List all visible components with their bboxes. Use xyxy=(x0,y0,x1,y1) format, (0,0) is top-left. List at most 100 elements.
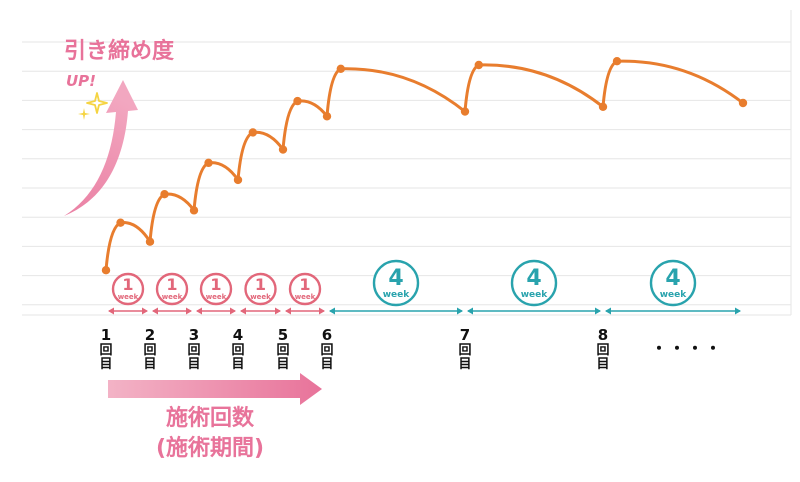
session-label-7: 7回目 xyxy=(458,326,471,372)
up-label: UP! xyxy=(66,72,96,90)
session-number: 2 xyxy=(145,326,155,344)
interval-number: 4 xyxy=(526,266,541,291)
interval-badge xyxy=(288,272,322,306)
session-suffix-char: 回 xyxy=(320,343,333,358)
session-label-1: 1回目 xyxy=(99,326,112,372)
session-label-8: 8回目 xyxy=(596,326,609,372)
session-suffix-char: 回 xyxy=(231,343,244,358)
interval-unit: week xyxy=(521,290,549,300)
data-point xyxy=(336,64,345,74)
data-point xyxy=(116,218,125,227)
interval-unit: week xyxy=(162,293,183,301)
data-point xyxy=(738,98,748,108)
tightness-label: 引き締め度 xyxy=(64,38,175,64)
interval-number: 1 xyxy=(166,275,177,294)
interval-number: 1 xyxy=(210,275,221,294)
session-number: 3 xyxy=(189,326,199,344)
session-suffix-char: 目 xyxy=(231,357,244,372)
session-number: 4 xyxy=(233,326,243,344)
data-point xyxy=(612,57,622,66)
interval-arrow-right xyxy=(186,307,192,315)
data-point xyxy=(101,266,111,275)
interval-badge xyxy=(649,259,697,307)
session-number: 7 xyxy=(460,326,470,344)
session-suffix-char: 目 xyxy=(187,357,200,372)
ellipsis-label: ・・・・ xyxy=(651,339,723,358)
session-label-4: 4回目 xyxy=(231,326,244,372)
interval-badge xyxy=(111,272,145,306)
session-suffix-char: 目 xyxy=(320,357,333,372)
period-arrow xyxy=(108,373,322,405)
sparkle-icon xyxy=(86,92,108,114)
interval-number: 1 xyxy=(299,275,310,294)
interval-unit: week xyxy=(295,293,316,301)
session-suffix-char: 目 xyxy=(143,357,156,372)
data-point xyxy=(145,237,155,246)
session-number: 6 xyxy=(322,326,332,344)
up-arrow-shaft xyxy=(64,80,138,216)
session-suffix-char: 回 xyxy=(143,343,156,358)
interval-arrow-left xyxy=(196,307,202,315)
data-point xyxy=(322,112,332,121)
interval-badge xyxy=(199,272,233,306)
data-point xyxy=(460,107,470,116)
session-suffix-char: 回 xyxy=(596,343,609,358)
data-point xyxy=(278,145,288,154)
interval-arrow-left xyxy=(108,307,114,315)
interval-arrow-right xyxy=(595,307,601,315)
session-label-5: 5回目 xyxy=(276,326,289,372)
interval-arrow-right xyxy=(457,307,463,315)
interval-arrow-right xyxy=(275,307,281,315)
session-label-3: 3回目 xyxy=(187,326,200,372)
interval-arrow-left xyxy=(285,307,291,315)
tightness-line xyxy=(101,57,748,275)
session-suffix-char: 回 xyxy=(276,343,289,358)
interval-unit: week xyxy=(250,293,271,301)
interval-arrow-right xyxy=(230,307,236,315)
interval-arrow-left xyxy=(467,307,473,315)
session-number: 5 xyxy=(278,326,288,344)
up-arrow-annotation: 引き締め度 UP! xyxy=(64,38,175,216)
interval-number: 1 xyxy=(122,275,133,294)
interval-arrow-right xyxy=(142,307,148,315)
interval-unit: week xyxy=(206,293,227,301)
session-suffix-char: 目 xyxy=(276,357,289,372)
interval-number: 4 xyxy=(665,266,680,291)
data-point xyxy=(233,175,243,185)
interval-badge xyxy=(244,272,277,306)
interval-arrow-right xyxy=(735,307,741,315)
grid-lines xyxy=(22,41,791,306)
session-suffix-char: 回 xyxy=(458,343,471,358)
interval-badge xyxy=(155,272,189,306)
session-suffix-char: 目 xyxy=(458,357,471,372)
session-suffix-char: 回 xyxy=(187,343,200,358)
session-label-6: 6回目 xyxy=(320,326,333,372)
session-suffix-char: 目 xyxy=(596,357,609,372)
interval-arrow-left xyxy=(605,307,611,315)
interval-arrow-left xyxy=(152,307,158,315)
interval-badge xyxy=(510,259,558,307)
data-point xyxy=(204,158,213,168)
treatment-period-label: (施術期間) xyxy=(156,435,264,461)
interval-number: 4 xyxy=(388,266,403,291)
data-point xyxy=(160,190,169,199)
interval-unit: week xyxy=(383,290,411,300)
interval-unit: week xyxy=(660,290,688,300)
data-point xyxy=(248,128,258,137)
session-number: 1 xyxy=(101,326,111,344)
interval-arrow-left xyxy=(329,307,335,315)
data-point xyxy=(598,102,608,112)
session-suffix-char: 回 xyxy=(99,343,112,358)
interval-badge xyxy=(372,259,420,307)
interval-number: 1 xyxy=(255,275,266,294)
session-label-2: 2回目 xyxy=(143,326,156,372)
session-number: 8 xyxy=(598,326,608,344)
